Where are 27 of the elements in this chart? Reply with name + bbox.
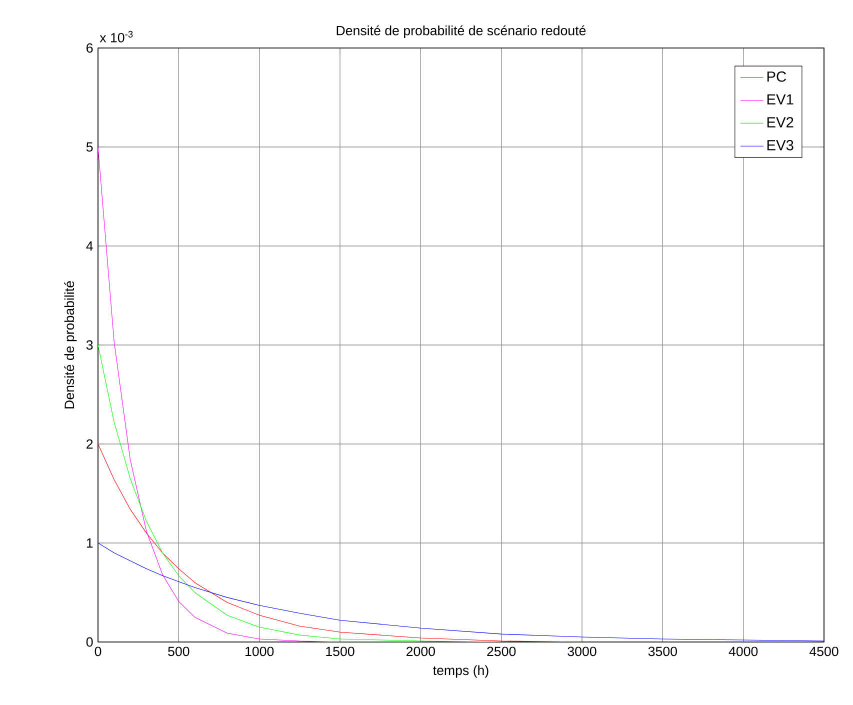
text: x 10$^{-3}$ — [100, 30, 133, 42]
x-tick-label: 1500 — [326, 646, 354, 656]
x-tick-label: 3500 — [648, 646, 677, 656]
chart-title: Densité de probabilité de scénario redouté — [336, 25, 586, 38]
x-tick-label: 2000 — [406, 646, 435, 656]
legend-label: EV1 — [767, 94, 794, 104]
x-tick-label: 3000 — [568, 646, 596, 656]
line-series — [98, 444, 582, 642]
y-tick-label: 0 — [86, 637, 93, 647]
y-tick-label: 4 — [86, 241, 93, 251]
x-tick-label: 1000 — [246, 646, 274, 656]
x-tick-label: 4500 — [809, 646, 838, 656]
line-series — [98, 344, 502, 642]
x-tick-label: 500 — [168, 646, 190, 656]
y-tick-label: 2 — [86, 439, 93, 449]
y-axis-title: Densité de probabilité — [64, 281, 77, 408]
y-tick-label: 1 — [86, 538, 93, 548]
legend-label: EV3 — [767, 140, 794, 150]
legend-label: EV2 — [767, 117, 794, 128]
x-axis-title: temps (h) — [433, 665, 488, 678]
y-tick-label: 5 — [86, 142, 93, 152]
y-tick-label: 6 — [86, 43, 93, 53]
legend-label: PC — [767, 71, 786, 82]
x-tick-label: 2500 — [487, 646, 516, 656]
x-tick-label: 0 — [94, 646, 102, 656]
y-tick-label: 3 — [86, 340, 93, 350]
x-tick-label: 4000 — [728, 646, 758, 656]
